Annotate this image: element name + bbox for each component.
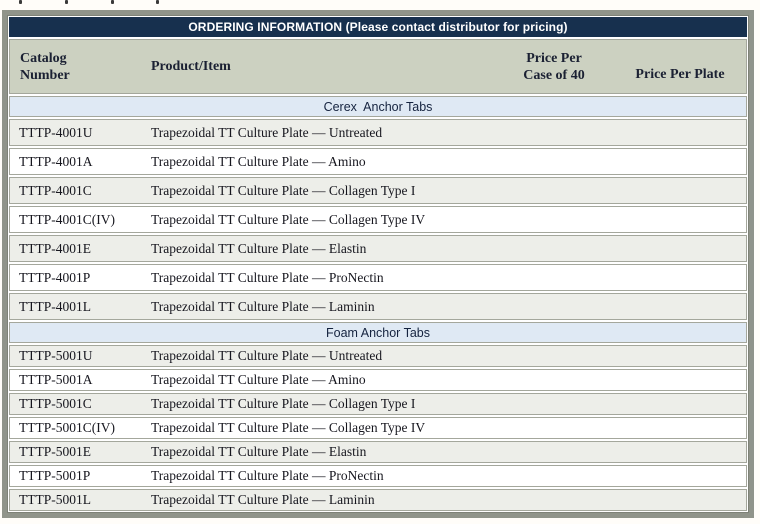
price-per-plate-cell bbox=[614, 293, 747, 320]
section-header: Foam Anchor Tabs bbox=[9, 322, 747, 343]
cropped-descender-mark bbox=[111, 0, 114, 4]
table-row: TTTP-5001C Trapezoidal TT Culture Plate —… bbox=[9, 393, 747, 415]
col-header-price-per-case: Price Per Case of 40 bbox=[494, 39, 614, 94]
product-item-cell: Trapezoidal TT Culture Plate — Elastin bbox=[149, 441, 494, 463]
table-row: TTTP-5001A Trapezoidal TT Culture Plate —… bbox=[9, 369, 747, 391]
price-per-case-cell bbox=[494, 235, 614, 262]
table-row: TTTP-4001U Trapezoidal TT Culture Plate —… bbox=[9, 119, 747, 146]
catalog-number-cell: TTTP-4001L bbox=[9, 293, 149, 320]
section-header-row: Cerex Anchor Tabs bbox=[9, 96, 747, 117]
section-header: Cerex Anchor Tabs bbox=[9, 96, 747, 117]
price-per-case-cell bbox=[494, 148, 614, 175]
price-per-case-cell bbox=[494, 369, 614, 391]
price-per-plate-cell bbox=[614, 345, 747, 367]
price-per-case-cell bbox=[494, 177, 614, 204]
product-item-cell: Trapezoidal TT Culture Plate — ProNectin bbox=[149, 264, 494, 291]
col-header-line: Price Per bbox=[526, 50, 582, 66]
table-row: TTTP-4001E Trapezoidal TT Culture Plate —… bbox=[9, 235, 747, 262]
price-per-case-cell bbox=[494, 489, 614, 511]
col-header-line: Case of 40 bbox=[523, 67, 585, 83]
product-item-cell: Trapezoidal TT Culture Plate — Collagen … bbox=[149, 417, 494, 439]
table-row: TTTP-4001L Trapezoidal TT Culture Plate —… bbox=[9, 293, 747, 320]
price-per-plate-cell bbox=[614, 489, 747, 511]
price-per-case-cell bbox=[494, 441, 614, 463]
product-item-cell: Trapezoidal TT Culture Plate — Untreated bbox=[149, 345, 494, 367]
col-header-catalog-number: Catalog Number bbox=[9, 39, 149, 94]
price-per-plate-cell bbox=[614, 206, 747, 233]
catalog-number-cell: TTTP-4001C bbox=[9, 177, 149, 204]
title-row: ORDERING INFORMATION (Please contact dis… bbox=[9, 17, 747, 37]
catalog-number-cell: TTTP-4001P bbox=[9, 264, 149, 291]
col-header-line: Catalog bbox=[20, 50, 67, 66]
price-per-case-cell bbox=[494, 465, 614, 487]
price-per-plate-cell bbox=[614, 235, 747, 262]
catalog-number-cell: TTTP-5001C bbox=[9, 393, 149, 415]
product-item-cell: Trapezoidal TT Culture Plate — Amino bbox=[149, 369, 494, 391]
product-item-cell: Trapezoidal TT Culture Plate — Untreated bbox=[149, 119, 494, 146]
table-row: TTTP-4001C Trapezoidal TT Culture Plate —… bbox=[9, 177, 747, 204]
catalog-number-cell: TTTP-5001U bbox=[9, 345, 149, 367]
table-row: TTTP-5001C(IV) Trapezoidal TT Culture Pla… bbox=[9, 417, 747, 439]
catalog-number-cell: TTTP-4001A bbox=[9, 148, 149, 175]
product-item-cell: Trapezoidal TT Culture Plate — Laminin bbox=[149, 489, 494, 511]
table-row: TTTP-5001E Trapezoidal TT Culture Plate —… bbox=[9, 441, 747, 463]
price-per-case-cell bbox=[494, 119, 614, 146]
price-per-plate-cell bbox=[614, 119, 747, 146]
cropped-descender-mark bbox=[65, 0, 68, 4]
price-per-plate-cell bbox=[614, 465, 747, 487]
table-row: TTTP-4001C(IV) Trapezoidal TT Culture Pla… bbox=[9, 206, 747, 233]
table-row: TTTP-4001A Trapezoidal TT Culture Plate —… bbox=[9, 148, 747, 175]
product-item-cell: Trapezoidal TT Culture Plate — Amino bbox=[149, 148, 494, 175]
price-per-case-cell bbox=[494, 293, 614, 320]
table-title: ORDERING INFORMATION (Please contact dis… bbox=[9, 17, 747, 37]
price-per-case-cell bbox=[494, 417, 614, 439]
cropped-descender-mark bbox=[19, 0, 22, 4]
table-row: TTTP-5001U Trapezoidal TT Culture Plate —… bbox=[9, 345, 747, 367]
price-per-plate-cell bbox=[614, 148, 747, 175]
price-per-plate-cell bbox=[614, 177, 747, 204]
price-per-plate-cell bbox=[614, 417, 747, 439]
col-header-line: Number bbox=[20, 67, 70, 83]
price-per-plate-cell bbox=[614, 369, 747, 391]
product-item-cell: Trapezoidal TT Culture Plate — Elastin bbox=[149, 235, 494, 262]
catalog-number-cell: TTTP-5001A bbox=[9, 369, 149, 391]
col-header-price-per-plate: Price Per Plate bbox=[614, 39, 747, 94]
col-header-line: Price Per Plate bbox=[635, 67, 725, 82]
price-per-case-cell bbox=[494, 206, 614, 233]
price-per-plate-cell bbox=[614, 393, 747, 415]
price-per-case-cell bbox=[494, 264, 614, 291]
price-per-plate-cell bbox=[614, 441, 747, 463]
catalog-number-cell: TTTP-4001U bbox=[9, 119, 149, 146]
product-item-cell: Trapezoidal TT Culture Plate — Laminin bbox=[149, 293, 494, 320]
product-item-cell: Trapezoidal TT Culture Plate — Collagen … bbox=[149, 206, 494, 233]
catalog-number-cell: TTTP-5001P bbox=[9, 465, 149, 487]
catalog-number-cell: TTTP-5001E bbox=[9, 441, 149, 463]
price-per-plate-cell bbox=[614, 264, 747, 291]
section-header-row: Foam Anchor Tabs bbox=[9, 322, 747, 343]
catalog-number-cell: TTTP-4001C(IV) bbox=[9, 206, 149, 233]
cropped-text-fragment bbox=[0, 0, 760, 8]
table-row: TTTP-4001P Trapezoidal TT Culture Plate —… bbox=[9, 264, 747, 291]
product-item-cell: Trapezoidal TT Culture Plate — Collagen … bbox=[149, 177, 494, 204]
catalog-number-cell: TTTP-4001E bbox=[9, 235, 149, 262]
product-item-cell: Trapezoidal TT Culture Plate — ProNectin bbox=[149, 465, 494, 487]
price-per-case-cell bbox=[494, 393, 614, 415]
table-row: TTTP-5001L Trapezoidal TT Culture Plate —… bbox=[9, 489, 747, 511]
cropped-descender-mark bbox=[156, 0, 159, 4]
catalog-number-cell: TTTP-5001C(IV) bbox=[9, 417, 149, 439]
product-item-cell: Trapezoidal TT Culture Plate — Collagen … bbox=[149, 393, 494, 415]
col-header-product-item: Product/Item bbox=[149, 39, 494, 94]
ordering-information-table: ORDERING INFORMATION (Please contact dis… bbox=[2, 10, 754, 518]
column-header-row: Catalog Number Product/Item Price Per Ca… bbox=[9, 39, 747, 94]
col-header-line: Product/Item bbox=[151, 59, 231, 74]
catalog-number-cell: TTTP-5001L bbox=[9, 489, 149, 511]
price-per-case-cell bbox=[494, 345, 614, 367]
table-row: TTTP-5001P Trapezoidal TT Culture Plate —… bbox=[9, 465, 747, 487]
